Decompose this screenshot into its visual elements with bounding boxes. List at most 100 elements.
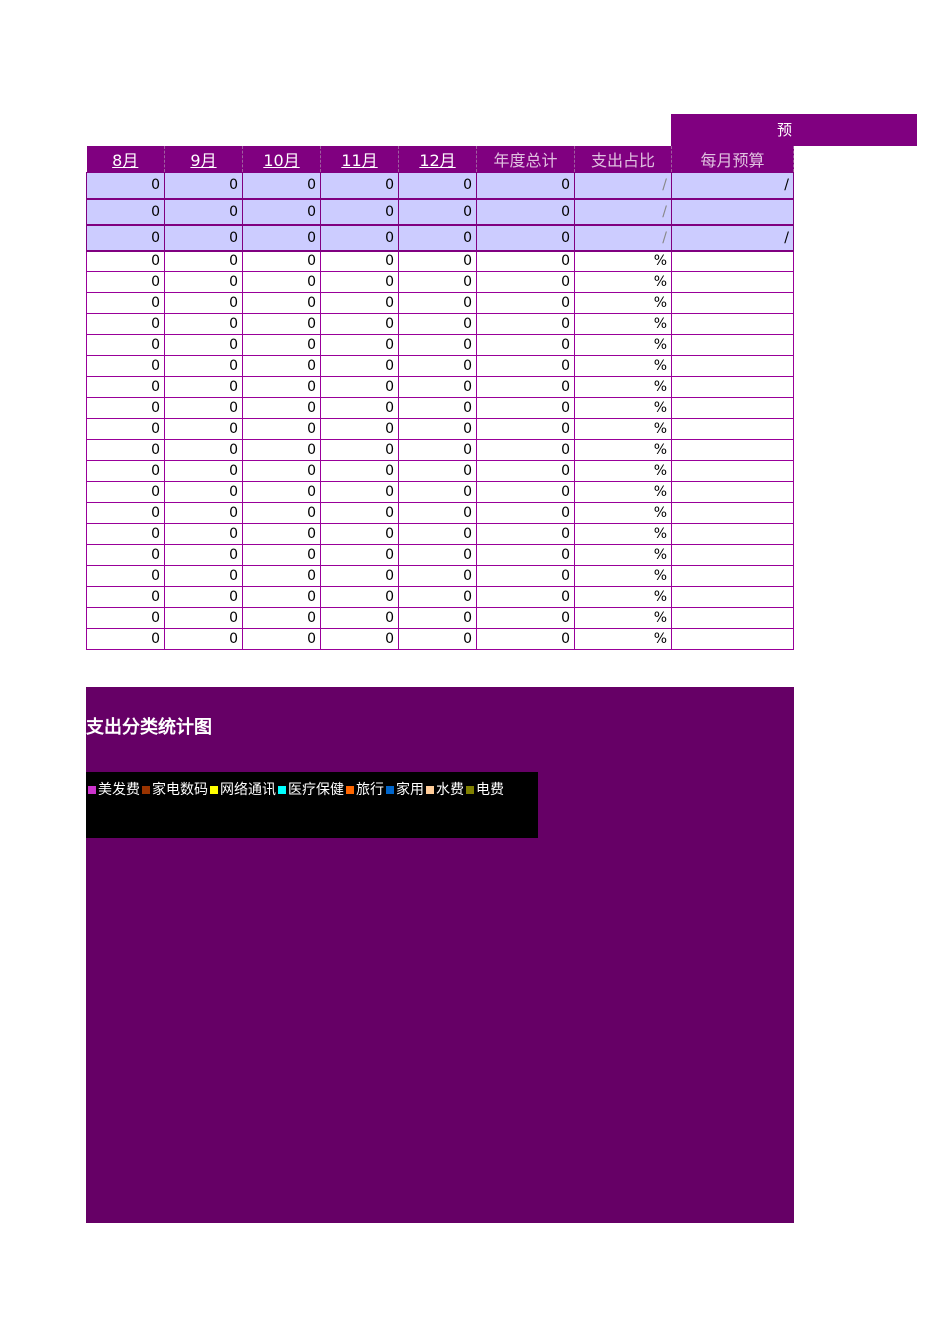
month-cell[interactable]: 0 [86, 523, 165, 545]
month-cell[interactable]: 0 [398, 586, 477, 608]
month-cell[interactable]: 0 [398, 198, 477, 226]
month-cell[interactable]: 0 [164, 355, 243, 377]
month-cell[interactable]: 0 [164, 628, 243, 650]
month-cell[interactable]: 0 [242, 418, 321, 440]
column-header[interactable]: 每月预算 [671, 146, 794, 173]
month-cell[interactable]: 0 [242, 544, 321, 566]
column-header[interactable]: 支出占比 [574, 146, 672, 173]
month-cell[interactable]: 0 [242, 628, 321, 650]
month-cell[interactable]: 0 [320, 502, 399, 524]
month-cell[interactable]: 0 [86, 418, 165, 440]
budget-cell[interactable] [671, 565, 794, 587]
month-cell[interactable]: 0 [398, 628, 477, 650]
ratio-cell[interactable]: % [574, 271, 672, 293]
month-cell[interactable]: 0 [320, 292, 399, 314]
month-cell[interactable]: 0 [164, 523, 243, 545]
month-cell[interactable]: 0 [242, 313, 321, 335]
total-cell[interactable]: 0 [476, 460, 575, 482]
ratio-cell[interactable]: % [574, 376, 672, 398]
total-cell[interactable]: 0 [476, 439, 575, 461]
month-cell[interactable]: 0 [242, 607, 321, 629]
month-cell[interactable]: 0 [86, 376, 165, 398]
month-cell[interactable]: 0 [320, 376, 399, 398]
ratio-cell[interactable]: % [574, 502, 672, 524]
column-header[interactable]: 年度总计 [476, 146, 575, 173]
month-cell[interactable]: 0 [242, 224, 321, 252]
month-cell[interactable]: 0 [164, 439, 243, 461]
budget-cell[interactable] [671, 460, 794, 482]
budget-cell[interactable] [671, 250, 794, 272]
ratio-cell[interactable]: % [574, 607, 672, 629]
month-cell[interactable]: 0 [320, 607, 399, 629]
month-cell[interactable]: 0 [164, 271, 243, 293]
month-cell[interactable]: 0 [164, 418, 243, 440]
ratio-cell[interactable]: % [574, 418, 672, 440]
month-cell[interactable]: 0 [398, 460, 477, 482]
month-cell[interactable]: 0 [86, 586, 165, 608]
month-cell[interactable]: 0 [320, 628, 399, 650]
month-cell[interactable]: 0 [86, 224, 165, 252]
total-cell[interactable]: 0 [476, 418, 575, 440]
ratio-cell[interactable]: % [574, 460, 672, 482]
budget-cell[interactable] [671, 271, 794, 293]
month-cell[interactable]: 0 [242, 198, 321, 226]
month-cell[interactable]: 0 [164, 334, 243, 356]
month-cell[interactable]: 0 [164, 250, 243, 272]
month-cell[interactable]: 0 [242, 439, 321, 461]
ratio-cell[interactable]: % [574, 397, 672, 419]
month-cell[interactable]: 0 [86, 172, 165, 200]
budget-cell[interactable] [671, 292, 794, 314]
month-cell[interactable]: 0 [242, 565, 321, 587]
month-cell[interactable]: 0 [86, 460, 165, 482]
month-cell[interactable]: 0 [398, 397, 477, 419]
month-cell[interactable]: 0 [320, 397, 399, 419]
month-cell[interactable]: 0 [86, 607, 165, 629]
total-cell[interactable]: 0 [476, 586, 575, 608]
month-cell[interactable]: 0 [242, 271, 321, 293]
month-cell[interactable]: 0 [86, 544, 165, 566]
month-cell[interactable]: 0 [242, 502, 321, 524]
month-cell[interactable]: 0 [398, 313, 477, 335]
month-cell[interactable]: 0 [320, 418, 399, 440]
month-cell[interactable]: 0 [86, 397, 165, 419]
month-cell[interactable]: 0 [164, 565, 243, 587]
ratio-cell[interactable]: % [574, 355, 672, 377]
month-cell[interactable]: 0 [242, 460, 321, 482]
month-cell[interactable]: 0 [320, 355, 399, 377]
budget-cell[interactable] [671, 439, 794, 461]
month-cell[interactable]: 0 [86, 565, 165, 587]
month-cell[interactable]: 0 [398, 250, 477, 272]
month-cell[interactable]: 0 [242, 481, 321, 503]
ratio-cell[interactable]: % [574, 439, 672, 461]
month-cell[interactable]: 0 [320, 544, 399, 566]
month-cell[interactable]: 0 [86, 334, 165, 356]
month-cell[interactable]: 0 [164, 544, 243, 566]
budget-cell[interactable] [671, 198, 794, 226]
ratio-cell[interactable]: % [574, 523, 672, 545]
month-cell[interactable]: 0 [320, 565, 399, 587]
month-cell[interactable]: 0 [398, 172, 477, 200]
month-cell[interactable]: 0 [164, 502, 243, 524]
month-cell[interactable]: 0 [242, 355, 321, 377]
month-cell[interactable]: 0 [242, 250, 321, 272]
month-cell[interactable]: 0 [242, 172, 321, 200]
budget-cell[interactable] [671, 376, 794, 398]
month-cell[interactable]: 0 [242, 376, 321, 398]
budget-cell[interactable] [671, 334, 794, 356]
month-cell[interactable]: 0 [242, 586, 321, 608]
ratio-cell[interactable]: % [574, 481, 672, 503]
budget-cell[interactable]: / [671, 224, 794, 252]
column-header[interactable]: 12月 [398, 146, 477, 173]
month-cell[interactable]: 0 [320, 198, 399, 226]
month-cell[interactable]: 0 [320, 439, 399, 461]
budget-cell[interactable] [671, 313, 794, 335]
budget-cell[interactable] [671, 607, 794, 629]
ratio-cell[interactable]: % [574, 334, 672, 356]
ratio-cell[interactable]: / [574, 172, 672, 200]
month-cell[interactable]: 0 [86, 198, 165, 226]
budget-cell[interactable] [671, 481, 794, 503]
total-cell[interactable]: 0 [476, 292, 575, 314]
month-cell[interactable]: 0 [164, 481, 243, 503]
budget-cell[interactable] [671, 586, 794, 608]
column-header[interactable]: 8月 [86, 146, 165, 173]
